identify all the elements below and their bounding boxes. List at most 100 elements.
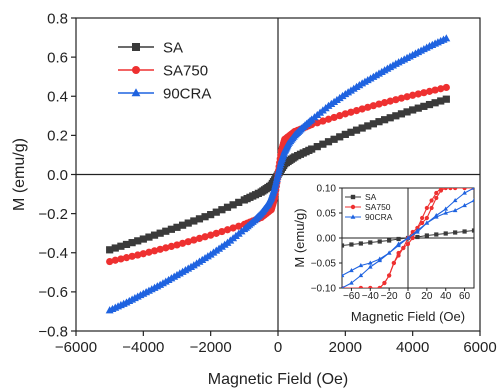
inset-legend-label-90cra: 90CRA [365,212,393,222]
main-series-sa750-point [369,102,377,110]
main-series-sa-point [381,116,389,124]
inset-legend-marker-sa750 [350,204,356,210]
main-series-90cra-point [405,52,414,60]
main-series-sa750-point [397,94,406,102]
main-series-sa-point [195,215,204,223]
inset-series-90cra-point [433,214,439,219]
inset-series-sa750-point [453,188,458,191]
main-series-90cra-point [203,252,212,260]
main-x-tick-label: −6000 [55,339,97,356]
main-series-sa-point [375,118,383,126]
main-series-sa-point [425,100,434,109]
main-series-90cra-point [170,272,179,280]
inset-series-sa-point [368,240,373,245]
main-series-sa-point [235,198,243,206]
main-series-sa-point [229,201,237,209]
main-series-sa-point [369,120,377,128]
main-legend-marker-90cra [131,88,141,97]
main-series-sa-point [403,108,411,116]
inset-series-sa750-point [368,285,373,288]
inset-series-sa750-point [434,190,439,196]
main-series-90cra-point [372,71,381,79]
main-series-90cra-point [389,61,397,69]
main-plot: −6000 −4000 −2000 0 2000 4000 6000 −0.8 −0.6 −0.4… [11,10,497,388]
main-series-sa750-point [375,100,383,108]
main-series-sa-point [122,240,131,249]
main-series-sa750-point [392,96,400,104]
main-series-sa-point [324,138,333,146]
main-x-tick-label: 2000 [329,339,362,356]
inset-series-90cra-point [452,197,458,203]
inset-series-sa750-point [401,245,406,251]
main-legend-marker-sa [132,43,140,51]
main-y-tick-label: 0.0 [47,167,68,184]
main-series-sa750-point [201,233,209,241]
main-series-sa-point [336,133,344,141]
inset-x-tick-label: 60 [459,291,471,302]
main-y-tick-label: −0.2 [38,206,68,223]
main-x-axis-title: Magnetic Field (Oe) [208,371,349,388]
main-series-sa750-point [381,99,389,107]
inset-series-90cra-point [405,235,411,240]
main-series-sa-point [111,244,119,252]
inset-series-sa750-point [358,285,363,288]
main-series-sa750-point [134,251,142,259]
main-series-sa750-point [341,110,349,118]
main-series-sa750-point [386,97,394,105]
inset-series-90cra-point [415,227,420,233]
inset-x-tick-label: −20 [381,291,398,302]
inset-series-90cra-point [342,272,345,278]
inset-series-sa-point [434,232,439,237]
inset-series-sa750-point [377,285,382,288]
inset-series-sa-point [358,241,363,246]
main-series-sa-point [184,219,192,227]
inset-series-sa750-point [391,260,396,266]
inset-series-group [342,188,474,288]
main-series-sa-point [364,122,372,130]
main-legend-label-sa: SA [163,39,183,56]
inset-x-tick-label: −60 [343,291,360,302]
inset-series-sa-point [349,242,354,247]
inset-series-sa750-point [410,235,415,241]
main-series-90cra-point [422,43,431,51]
inset-series-sa750-point [396,253,401,258]
main-series-sa750-point [207,231,215,239]
main-series-sa-point [179,221,187,229]
inset-x-tick-label: 0 [405,291,411,302]
main-series-sa750-point [128,252,136,260]
inset-series-90cra-point [471,188,474,190]
main-legend-label-sa750: SA750 [163,62,208,79]
inset-series-90cra-point [386,250,392,255]
inset-series-90cra-point [462,190,467,195]
inset-series-90cra-point [443,206,449,211]
main-series-sa-point [218,206,226,214]
main-series-sa-point [167,225,175,233]
main-series-sa750-point [324,115,333,123]
inset-series-sa-point [377,239,382,244]
main-series-90cra-point [119,299,128,307]
inset-series-90cra-point [358,272,364,278]
inset-series-90cra-point [367,264,373,269]
main-legend-marker-sa750 [132,66,140,74]
inset-series-90cra-point [342,285,344,288]
inset-series-sa750-point [462,188,467,191]
main-series-sa-point [313,143,321,151]
main-series-sa-point [134,237,142,245]
main-series-90cra-point [355,81,364,89]
inset-legend-label-sa: SA [365,192,377,202]
inset-x-tick-label: −40 [362,291,379,302]
main-series-sa-point [341,130,349,138]
inset-x-tick-label: 20 [421,291,433,302]
inset-series-sa750-point [405,241,411,247]
main-series-90cra-point [276,158,285,166]
main-series-sa-point [420,102,428,110]
inset-series-sa-point [471,228,474,233]
main-series-sa-point [162,227,170,235]
main-x-tick-label: 6000 [463,339,496,356]
main-y-tick-label: −0.4 [38,245,68,262]
main-series-sa-point [347,128,355,136]
main-x-tick-label: −2000 [190,339,232,356]
inset-series-90cra-point [358,262,364,268]
inset-series-sa750-point [429,205,434,211]
